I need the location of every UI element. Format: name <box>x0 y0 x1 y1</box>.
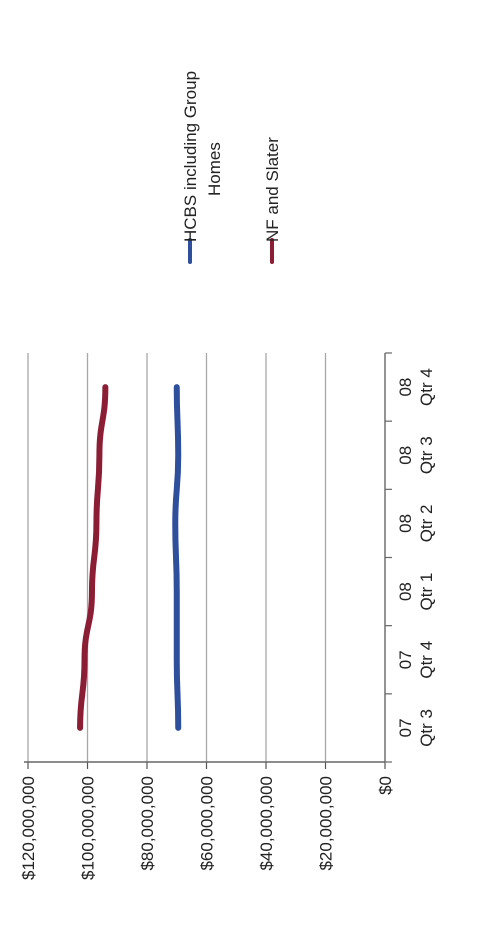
legend-label-0: HCBS including Group <box>181 71 200 242</box>
value-tick-label: $60,000,000 <box>198 776 217 871</box>
value-tick-label: $80,000,000 <box>138 776 157 871</box>
category-tick-label: Qtr 4 <box>417 641 436 679</box>
legend-label-0: Homes <box>205 142 224 196</box>
category-tick-label: 08 <box>396 582 415 601</box>
category-tick-label: Qtr 3 <box>417 709 436 747</box>
category-tick-label: 08 <box>396 446 415 465</box>
category-tick-label: 08 <box>396 378 415 397</box>
legend: HCBS including Group Homes NF and Slater <box>181 71 282 264</box>
plot-area: $120,000,000 $100,000,000 $80,000,000 $60,0… <box>19 352 436 880</box>
value-tick-label: $100,000,000 <box>79 776 98 880</box>
value-tick-label: $0 <box>376 776 395 795</box>
category-tick-label: 08 <box>396 514 415 533</box>
legend-label-1: NF and Slater <box>263 137 282 242</box>
category-tick-label: 07 <box>396 718 415 737</box>
category-tick-label: Qtr 4 <box>417 368 436 406</box>
value-tick-label: $120,000,000 <box>19 776 38 880</box>
series-line-0 <box>172 384 182 731</box>
category-tick-label: Qtr 2 <box>417 505 436 543</box>
category-tick-label: Qtr 3 <box>417 436 436 474</box>
category-tick-label: Qtr 1 <box>417 573 436 611</box>
value-tick-label: $40,000,000 <box>257 776 276 871</box>
series-line-1 <box>77 384 109 731</box>
category-tick-label: 07 <box>396 650 415 669</box>
value-tick-label: $20,000,000 <box>317 776 336 871</box>
